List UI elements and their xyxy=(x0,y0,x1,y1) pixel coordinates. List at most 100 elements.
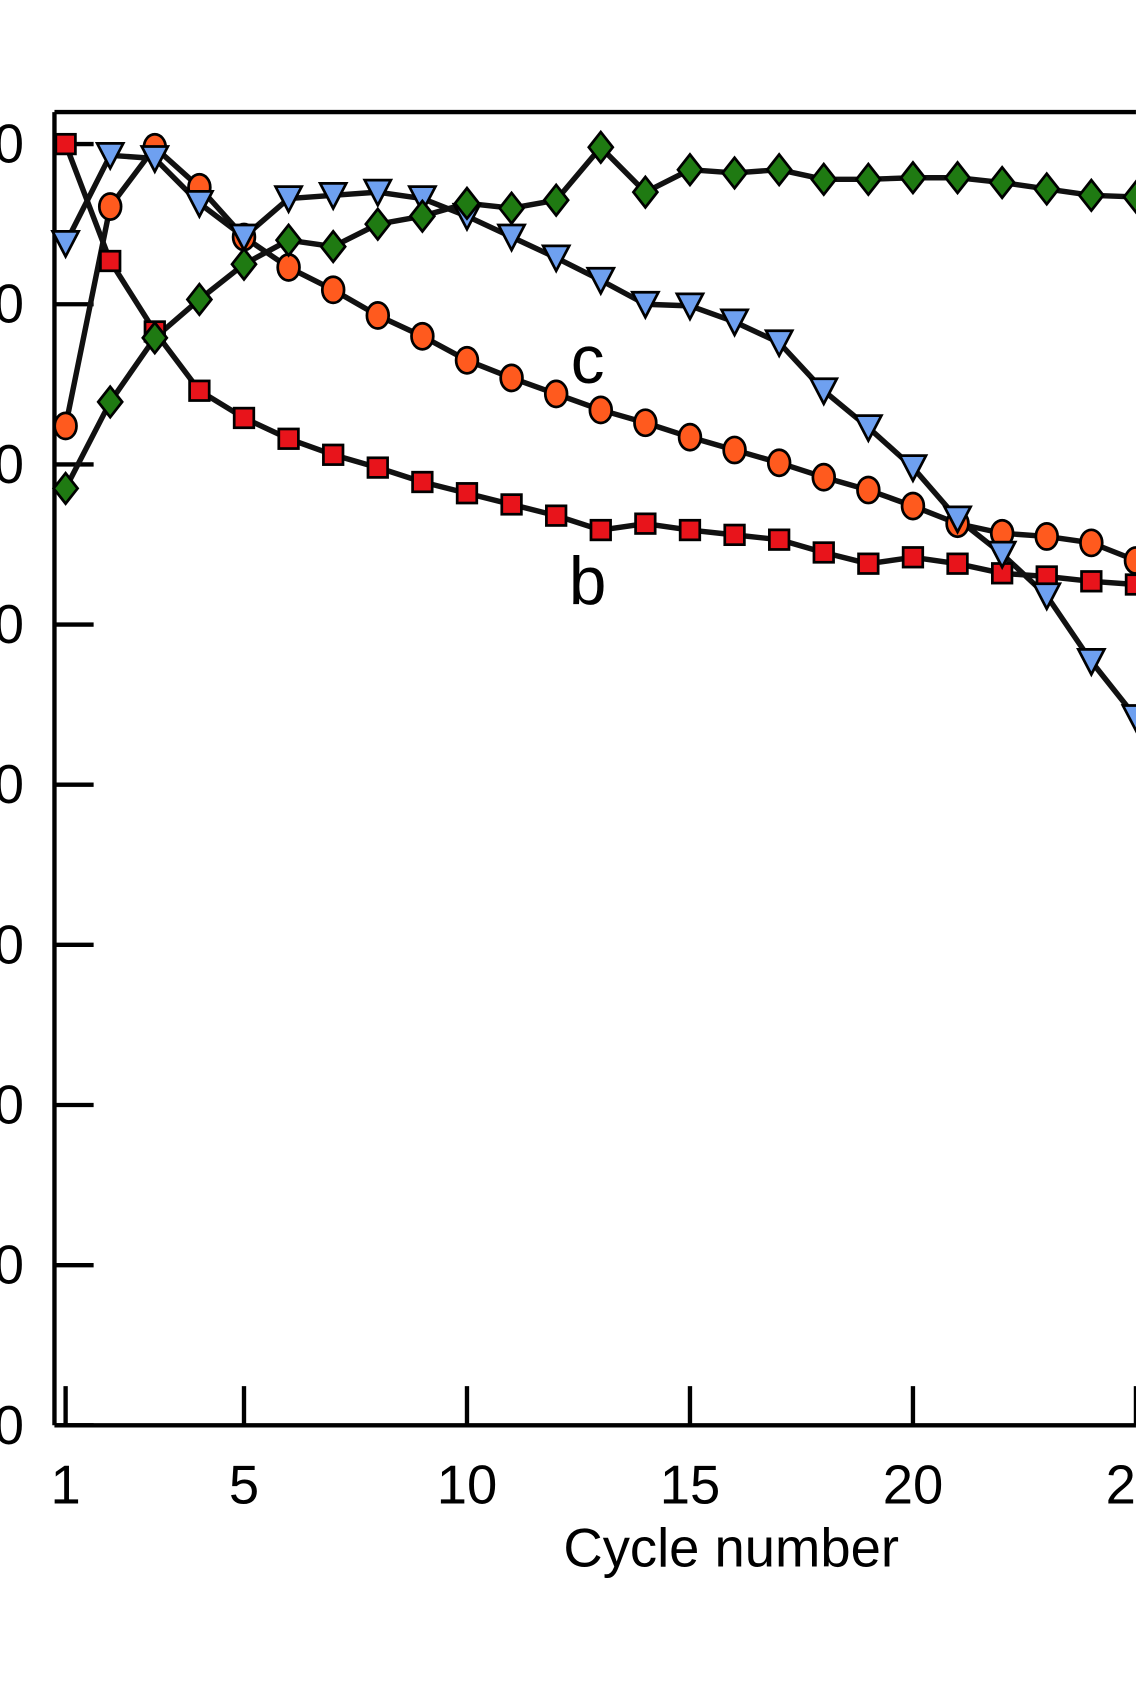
data-point xyxy=(897,454,929,484)
data-point xyxy=(51,470,80,506)
data-point xyxy=(853,414,884,444)
data-point xyxy=(317,182,349,212)
y-tick-label: 0 xyxy=(0,1395,24,1456)
series-line xyxy=(63,152,1136,720)
data-point xyxy=(184,190,215,220)
data-point xyxy=(497,190,526,226)
data-point xyxy=(676,152,704,188)
data-point xyxy=(587,129,615,165)
data-point xyxy=(1123,546,1136,575)
data-point xyxy=(899,160,927,196)
data-point xyxy=(768,528,791,551)
y-tick-label: 30 xyxy=(0,914,24,975)
y-tick-label: 40 xyxy=(0,754,24,815)
data-point xyxy=(900,491,926,521)
y-tick-label: 60 xyxy=(0,434,24,495)
data-point xyxy=(585,266,617,297)
data-point xyxy=(99,249,122,273)
data-point xyxy=(857,552,880,575)
data-point xyxy=(408,198,437,234)
data-point xyxy=(455,482,479,505)
data-point xyxy=(94,141,126,172)
y-tick-label: 10 xyxy=(0,1235,24,1296)
x-tick-label: 15 xyxy=(660,1455,721,1516)
data-point xyxy=(96,384,124,420)
data-point xyxy=(50,230,81,260)
data-point xyxy=(942,505,973,535)
data-point xyxy=(141,320,169,356)
data-point xyxy=(54,132,77,156)
data-point xyxy=(319,229,347,265)
data-point xyxy=(1079,528,1104,558)
data-point xyxy=(720,155,749,191)
data-point xyxy=(631,174,660,210)
data-point xyxy=(677,422,703,452)
data-point xyxy=(454,345,480,375)
data-point xyxy=(810,161,838,197)
data-point xyxy=(1031,582,1063,612)
data-point xyxy=(630,290,661,321)
data-point xyxy=(364,206,392,242)
y-tick-label: 80 xyxy=(0,114,24,175)
data-point xyxy=(322,443,345,466)
data-point xyxy=(812,541,835,564)
data-point xyxy=(320,275,346,305)
data-point xyxy=(53,411,78,441)
data-point xyxy=(1034,522,1059,551)
data-point xyxy=(362,178,394,209)
data-point xyxy=(723,523,746,547)
annotation: b xyxy=(569,544,607,619)
data-point xyxy=(1033,171,1061,207)
data-point xyxy=(766,448,792,478)
annotation: c xyxy=(571,323,605,398)
data-point xyxy=(276,252,301,282)
data-point xyxy=(411,470,434,494)
data-point xyxy=(988,165,1016,200)
data-point xyxy=(1080,570,1103,593)
data-point xyxy=(543,379,569,409)
data-point xyxy=(410,321,435,351)
data-point xyxy=(1077,177,1106,213)
data-point xyxy=(765,152,793,188)
data-point xyxy=(139,145,171,175)
data-point xyxy=(674,292,706,322)
data-point xyxy=(763,329,795,359)
y-tick-label: 70 xyxy=(0,274,24,335)
series-line xyxy=(63,144,1136,490)
data-point xyxy=(633,408,658,438)
data-point xyxy=(634,512,657,535)
data-point xyxy=(808,377,840,407)
data-point xyxy=(1122,179,1136,215)
data-point xyxy=(277,427,300,450)
y-tick-label: 50 xyxy=(0,594,24,655)
data-point xyxy=(901,546,925,569)
data-point xyxy=(811,462,837,492)
data-point xyxy=(588,395,614,425)
x-tick-label: 20 xyxy=(883,1455,943,1516)
data-point xyxy=(542,182,570,218)
data-point xyxy=(232,406,256,430)
data-point xyxy=(986,540,1018,571)
data-point xyxy=(946,552,969,575)
data-point xyxy=(854,161,883,197)
data-point xyxy=(719,308,750,338)
y-tick-label: 20 xyxy=(0,1074,24,1135)
data-point xyxy=(230,246,258,282)
data-point xyxy=(188,379,211,402)
x-tick-label: 5 xyxy=(229,1455,259,1516)
data-point xyxy=(1076,648,1107,678)
data-point xyxy=(273,185,304,215)
data-point xyxy=(365,301,391,330)
data-point xyxy=(722,435,747,465)
data-point xyxy=(1124,573,1136,596)
x-tick-label: 1 xyxy=(50,1455,80,1516)
data-point xyxy=(856,475,881,505)
data-point xyxy=(499,363,524,393)
data-point xyxy=(589,518,612,542)
data-point xyxy=(678,518,702,542)
data-point xyxy=(453,185,481,221)
data-point xyxy=(943,160,972,196)
data-point xyxy=(500,493,523,516)
data-point xyxy=(274,222,303,258)
